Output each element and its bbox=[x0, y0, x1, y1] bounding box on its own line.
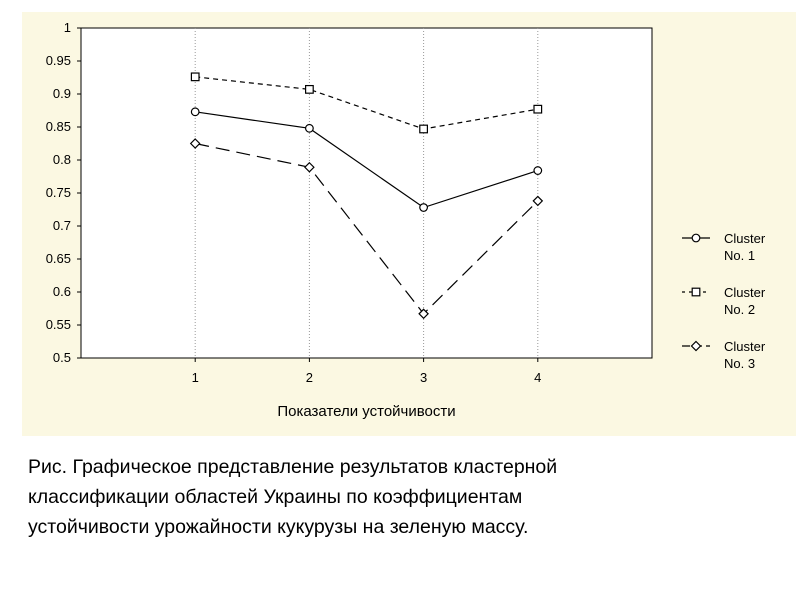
y-tick-label: 0.75 bbox=[46, 185, 71, 200]
x-tick-label: 4 bbox=[534, 370, 541, 385]
series-1-point bbox=[305, 123, 314, 133]
legend-1-label-line1: Cluster bbox=[724, 231, 766, 246]
legend-3-marker bbox=[690, 340, 702, 352]
caption-line-2: классификации областей Украины по коэффи… bbox=[28, 486, 523, 508]
plot-area bbox=[80, 27, 653, 359]
y-tick-label: 0.95 bbox=[46, 53, 71, 68]
legend-3-label-line1: Cluster bbox=[724, 339, 766, 354]
line-chart: 0.5 0.55 0.6 0.65 0.7 0.75 0.8 0.85 0.9 0.95 1 1 2 3… bbox=[46, 20, 766, 420]
legend-3-label-line2: No. 3 bbox=[724, 356, 755, 371]
series-3-point bbox=[304, 161, 315, 173]
y-tick-label: 0.65 bbox=[46, 251, 71, 266]
x-tick-label: 3 bbox=[420, 370, 427, 385]
series-3-point bbox=[532, 195, 544, 207]
y-tick-label: 0.7 bbox=[53, 218, 71, 233]
series-layer bbox=[189, 72, 544, 320]
x-tick-label: 2 bbox=[306, 370, 313, 385]
series-2-point bbox=[533, 104, 543, 114]
series-3-point bbox=[189, 138, 201, 149]
series-1-line bbox=[195, 111, 538, 209]
y-tick-label: 0.8 bbox=[53, 152, 71, 167]
caption-line-1: Рис. Графическое представление результат… bbox=[28, 456, 558, 478]
y-tick-label: 0.6 bbox=[53, 284, 71, 299]
series-2-point bbox=[190, 72, 200, 82]
series-1-point bbox=[190, 107, 200, 117]
x-tick-label: 1 bbox=[192, 370, 199, 385]
series-3-point bbox=[418, 308, 429, 320]
y-tick-label: 0.85 bbox=[46, 119, 71, 134]
x-axis-title: Показатели устойчивости bbox=[277, 403, 455, 420]
legend: Cluster No. 1 Cluster No. 2 Cluster No. 3 bbox=[682, 231, 766, 371]
legend-2-label-line1: Cluster bbox=[724, 285, 766, 300]
series-1-point bbox=[419, 203, 429, 212]
chart-panel: 0.5 0.55 0.6 0.65 0.7 0.75 0.8 0.85 0.9 0.95 1 1 2 3… bbox=[22, 12, 796, 436]
y-tick-label: 0.55 bbox=[46, 317, 71, 332]
legend-2-marker bbox=[691, 287, 701, 297]
y-tick-label: 0.5 bbox=[53, 350, 71, 365]
caption-line-3: устойчивости урожайности кукурузы на зел… bbox=[28, 516, 529, 538]
y-tick-label: 1 bbox=[64, 20, 71, 35]
legend-1-marker bbox=[691, 233, 701, 243]
series-2-point bbox=[419, 124, 428, 134]
series-2-line bbox=[195, 76, 538, 130]
legend-2-label-line2: No. 2 bbox=[724, 302, 755, 317]
legend-1-label-line2: No. 1 bbox=[724, 248, 755, 263]
figure-caption: Рис. Графическое представление результат… bbox=[28, 452, 788, 542]
x-axis-ticks: 1 2 3 4 bbox=[192, 358, 541, 385]
grid-lines-overlay bbox=[194, 28, 539, 358]
series-1-point bbox=[533, 166, 543, 175]
y-tick-label: 0.9 bbox=[53, 86, 71, 101]
series-3-line bbox=[195, 142, 539, 315]
y-axis-ticks: 0.5 0.55 0.6 0.65 0.7 0.75 0.8 0.85 0.9 0.95 1 bbox=[46, 20, 81, 365]
series-2-point bbox=[305, 84, 314, 94]
